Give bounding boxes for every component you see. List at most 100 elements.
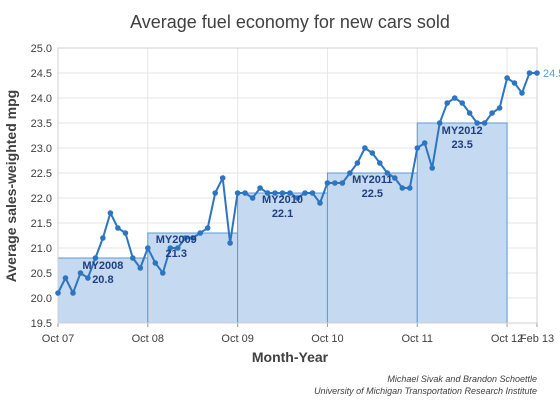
data-point — [429, 165, 436, 171]
data-point — [115, 225, 121, 231]
model-year-bar — [237, 192, 328, 324]
data-point — [160, 270, 166, 276]
data-point — [451, 95, 458, 101]
data-point — [92, 255, 99, 261]
data-point — [474, 120, 480, 126]
model-year-label: MY2009 — [156, 234, 197, 246]
x-axis-title: Month-Year — [252, 349, 329, 365]
data-point — [504, 75, 510, 81]
y-tick-label: 22.5 — [31, 168, 52, 180]
data-point — [436, 120, 443, 126]
data-point — [421, 140, 428, 146]
data-point — [481, 120, 488, 126]
data-point — [317, 200, 323, 206]
data-point — [234, 190, 241, 196]
data-point — [332, 180, 338, 186]
x-tick-label: Oct 12 — [491, 333, 523, 345]
data-point — [324, 180, 331, 186]
plot-frame — [57, 47, 538, 324]
data-point — [369, 150, 376, 156]
data-point — [130, 255, 136, 261]
data-point — [444, 100, 451, 106]
y-tick-label: 20.5 — [31, 268, 52, 280]
model-year-bar — [416, 122, 508, 324]
data-point — [354, 160, 361, 166]
data-point — [414, 145, 421, 151]
data-point — [392, 175, 398, 181]
x-tick-label: Oct 08 — [132, 333, 164, 345]
model-year-bar — [147, 232, 239, 324]
data-point — [122, 230, 129, 236]
data-point — [362, 145, 368, 151]
data-point — [204, 225, 211, 231]
x-tick-label: Oct 09 — [221, 333, 253, 345]
data-point — [294, 195, 301, 201]
model-year-value: 22.1 — [272, 208, 293, 220]
data-point — [384, 170, 391, 176]
series-line — [55, 70, 540, 296]
data-point — [77, 270, 84, 276]
data-point — [272, 190, 278, 196]
data-point — [189, 235, 196, 241]
model-year-label: MY2012 — [442, 125, 483, 137]
data-point — [339, 180, 346, 186]
model-year-value: 22.5 — [362, 188, 383, 200]
data-point — [309, 190, 316, 196]
model-year-label: MY2010 — [262, 194, 303, 206]
data-point — [137, 265, 144, 271]
data-point — [302, 190, 308, 196]
model-year-label: MY2008 — [82, 260, 123, 272]
y-axis-title: Average sales-weighted mpg — [3, 90, 19, 282]
data-point — [279, 190, 286, 196]
model-year-value: 20.8 — [92, 274, 113, 286]
data-point — [100, 235, 106, 241]
chart-title: Average fuel economy for new cars sold — [130, 12, 450, 32]
axes: 19.5 20.0 20.5 21.0 21.5 22.0 22.5 23.0 23.5 24.0… — [31, 43, 555, 345]
data-point — [62, 275, 69, 281]
data-point — [249, 195, 256, 201]
data-point — [55, 290, 61, 296]
data-point — [85, 275, 91, 281]
data-point — [175, 245, 181, 251]
data-point — [242, 190, 248, 196]
data-point — [459, 100, 466, 106]
y-tick-label: 20.0 — [31, 293, 52, 305]
credit-institute: University of Michigan Transportation Re… — [314, 386, 537, 396]
x-tick-label: Oct 11 — [401, 333, 433, 345]
y-tick-label: 23.0 — [31, 143, 52, 155]
y-tick-label: 24.0 — [31, 93, 52, 105]
model-year-value: 23.5 — [451, 139, 472, 151]
model-year-label: MY2011 — [352, 174, 392, 186]
data-point — [466, 110, 473, 116]
data-point — [511, 80, 518, 86]
data-point — [264, 190, 271, 196]
data-point — [519, 90, 525, 96]
data-point — [399, 185, 406, 191]
data-point — [70, 290, 76, 296]
data-point — [219, 175, 226, 181]
data-point — [197, 230, 203, 236]
model-year-bars — [57, 122, 508, 324]
x-tick-label: Oct 07 — [42, 333, 74, 345]
y-tick-label: 19.5 — [31, 318, 52, 330]
y-tick-label: 22.0 — [31, 193, 52, 205]
y-tick-label: 25.0 — [31, 43, 52, 55]
data-point — [377, 160, 383, 166]
data-point — [496, 105, 503, 111]
bar-labels: MY2008 20.8 MY2009 21.3 MY2010 22.1 MY2011 22.5… — [82, 68, 560, 286]
data-point — [227, 240, 233, 246]
model-year-bar — [326, 172, 418, 324]
y-tick-label: 23.5 — [31, 118, 52, 130]
y-tick-label: 21.5 — [31, 218, 52, 230]
y-tick-label: 21.0 — [31, 243, 52, 255]
x-tick-label: Oct 10 — [311, 333, 343, 345]
y-tick-label: 24.5 — [31, 68, 52, 80]
credit-authors: Michael Sivak and Brandon Schoettle — [387, 374, 537, 384]
data-point — [145, 245, 151, 251]
data-point — [407, 185, 413, 191]
data-point — [489, 110, 495, 116]
data-point — [526, 70, 533, 76]
data-point — [534, 70, 540, 76]
data-point — [212, 190, 218, 196]
